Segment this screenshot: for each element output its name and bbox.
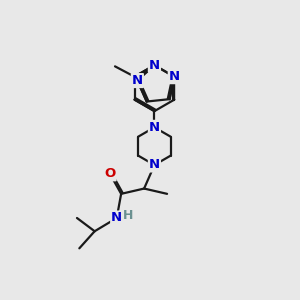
Text: N: N [149, 158, 160, 172]
Text: H: H [123, 209, 133, 222]
Text: N: N [111, 212, 122, 224]
Text: N: N [149, 59, 160, 72]
Text: N: N [149, 121, 160, 134]
Text: N: N [132, 74, 143, 87]
Text: O: O [104, 167, 116, 180]
Text: N: N [169, 70, 180, 83]
